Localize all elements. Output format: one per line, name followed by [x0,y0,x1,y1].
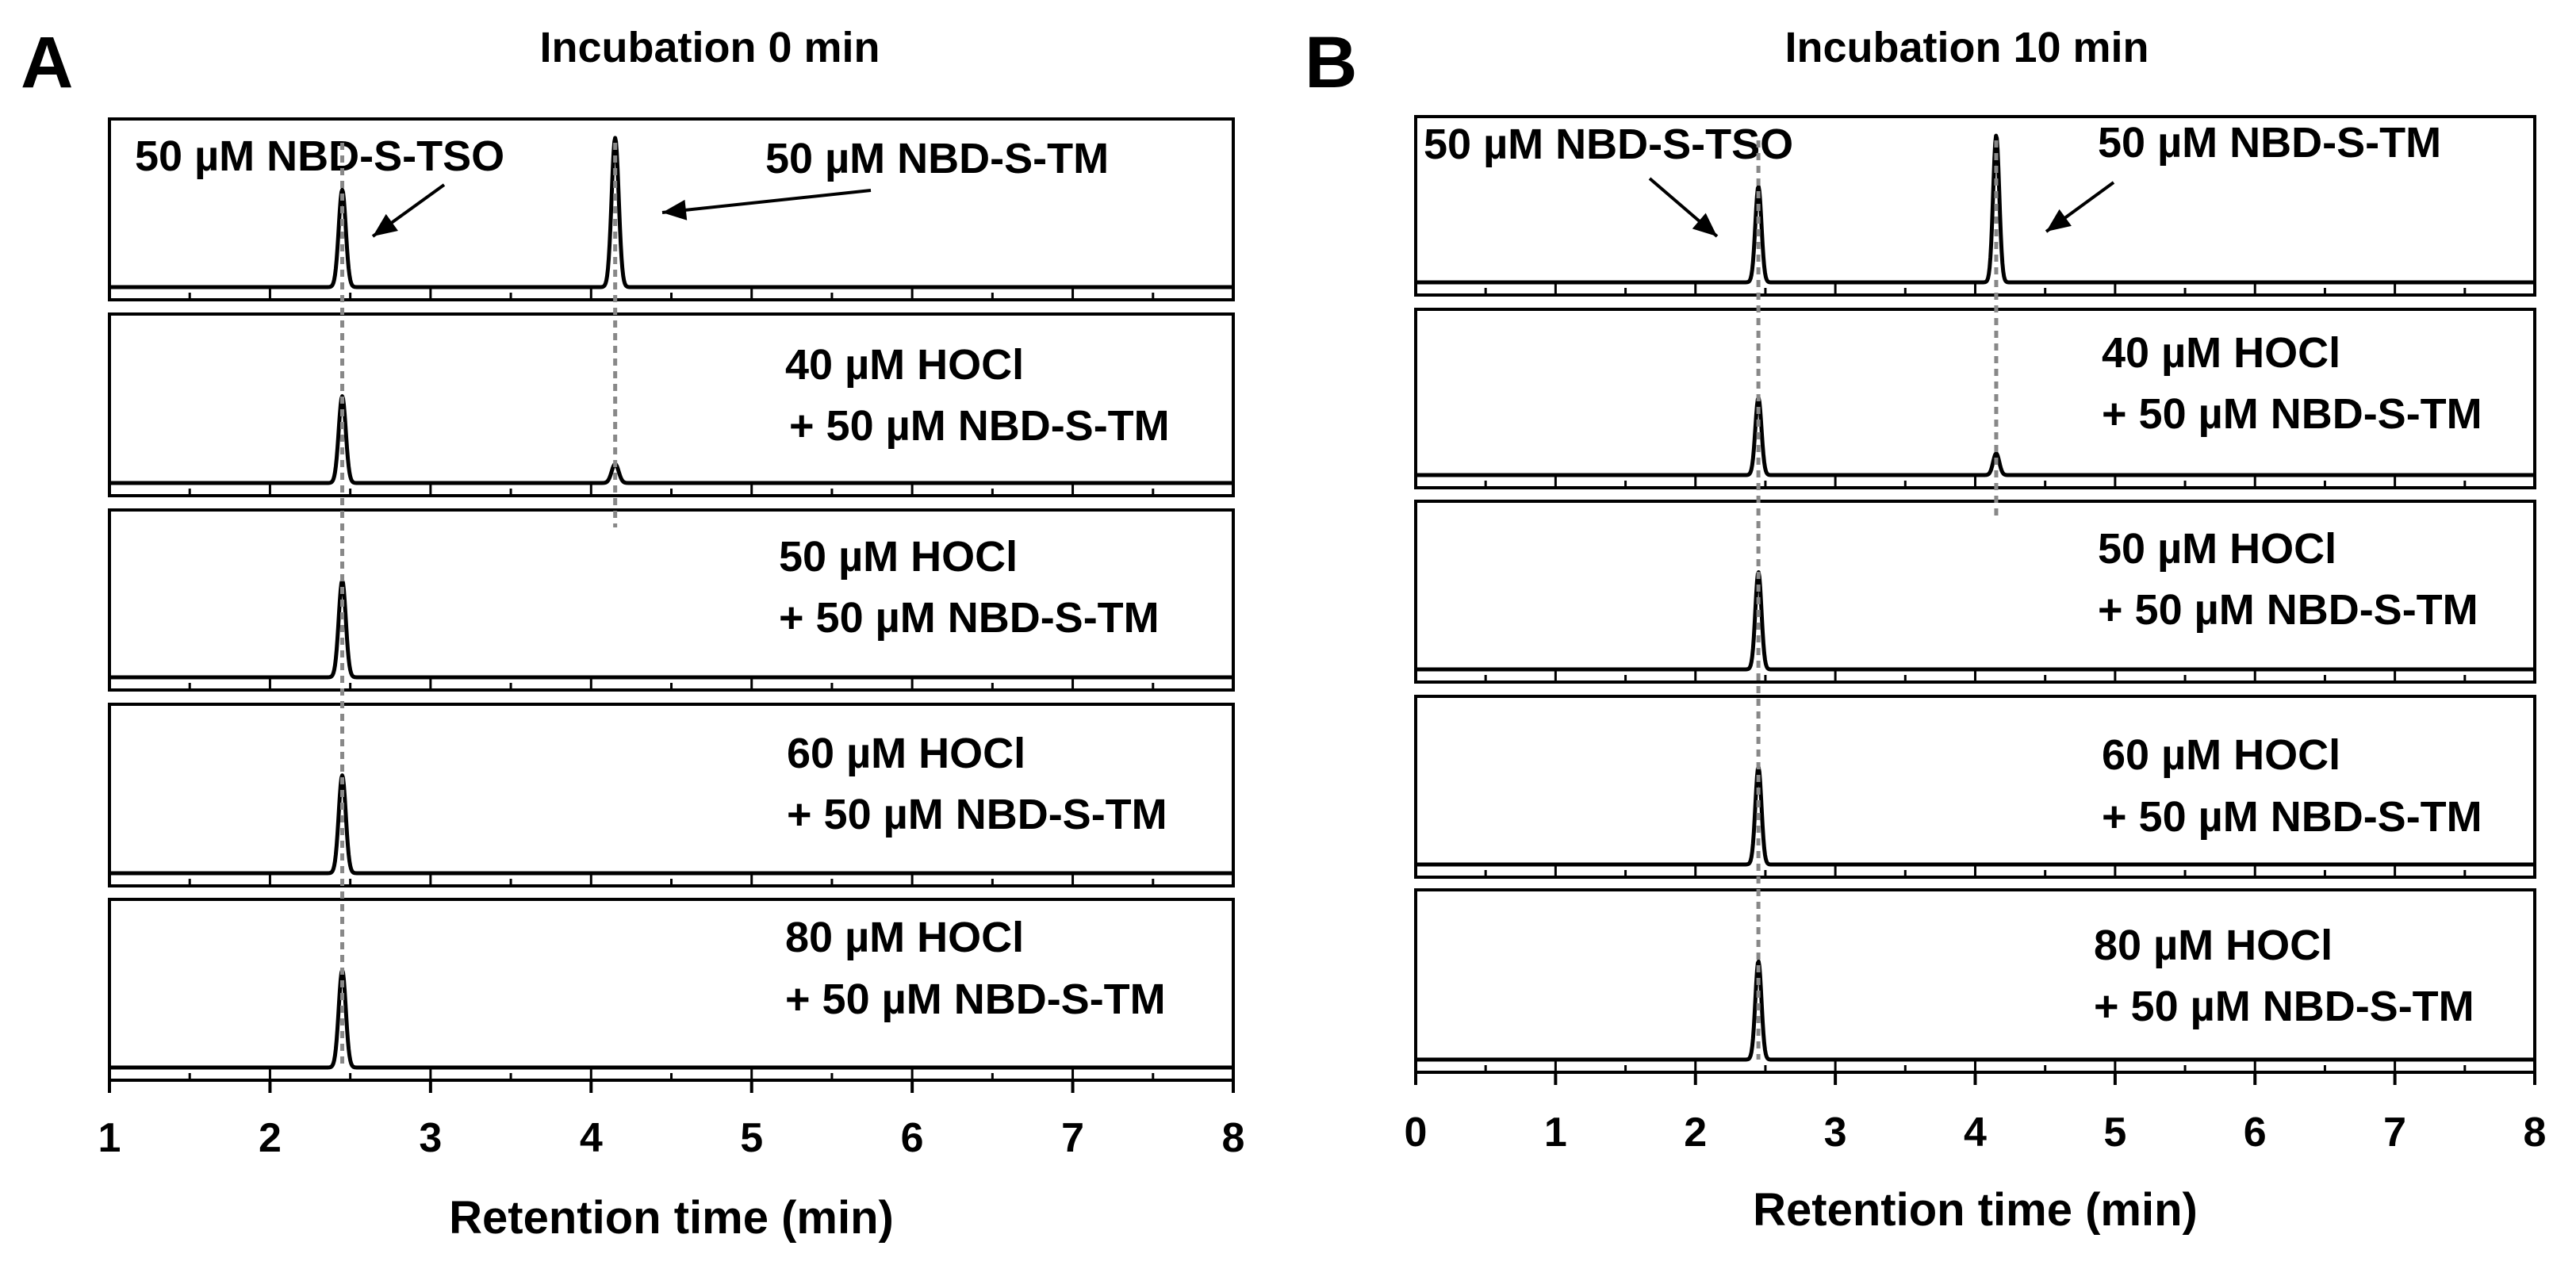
trace-label: 80 µM HOCl [2094,922,2333,969]
chromatogram-trace [108,968,1235,1070]
chromatogram-frame [1414,888,2536,1074]
trace-label: + 50 µM NBD-S-TM [2094,983,2474,1030]
annotation-arrow-head [662,199,688,220]
x-tick-label: 0 [1405,1110,1428,1156]
trace-label: + 50 µM NBD-S-TM [779,594,1160,642]
x-tick-label: 8 [2524,1110,2547,1156]
x-tick-label: 6 [901,1115,924,1161]
x-tick-label: 6 [2244,1110,2267,1156]
x-tick-label: 2 [1684,1110,1707,1156]
chromatogram-trace [108,578,1235,680]
trace-label: 50 µM HOCl [2098,525,2336,573]
trace-label: 40 µM HOCl [2102,329,2340,377]
x-tick-label: 1 [98,1115,121,1161]
peak-marker [1757,960,1760,963]
annotation-arrow-head [2046,209,2072,232]
peak-marker [1995,452,1998,455]
x-tick-label: 8 [1222,1115,1245,1161]
trace-label: + 50 µM NBD-S-TM [2098,586,2478,634]
x-axis-label: Retention time (min) [449,1192,894,1244]
x-tick-label: 5 [740,1115,763,1161]
chart-title: Incubation 0 min [539,24,880,71]
trace-label: 50 µM HOCl [779,533,1018,581]
peak-marker [1995,134,1998,137]
trace-label: 60 µM HOCl [787,730,1025,777]
x-tick-label: 3 [419,1115,442,1161]
chromatogram-trace [1414,959,2536,1062]
x-tick-label: 7 [2383,1110,2406,1156]
panel-b-letter: B [1305,22,1357,103]
x-tick-label: 5 [2103,1110,2126,1156]
trace-label: + 50 µM NBD-S-TM [787,791,1167,838]
peak-marker [1757,185,1760,188]
peak-marker [341,188,344,191]
trace-label: 80 µM HOCl [785,914,1024,961]
chromatogram-trace [1414,396,2536,477]
trace-label: 50 µM NBD-S-TM [2098,119,2441,167]
x-tick-label: 4 [1964,1110,1987,1156]
trace-label: + 50 µM NBD-S-TM [785,976,1166,1023]
panel-a-chromatograms: Incubation 0 min 50 µM NBD-S-TSO 50 µM NBD… [98,24,1245,1244]
annotation-arrow-head [373,213,398,236]
x-tick-label: 7 [1061,1115,1084,1161]
trace-label: + 50 µM NBD-S-TM [2102,390,2482,438]
chromatogram-trace [108,136,1235,289]
chart-title: Incubation 10 min [1784,24,2149,71]
chromatogram-frame [1414,695,2536,879]
x-tick-label: 1 [1544,1110,1567,1156]
chromatogram-trace [1414,570,2536,672]
trace-label: + 50 µM NBD-S-TM [2102,793,2482,841]
trace-label: 40 µM HOCl [785,341,1024,389]
panel-b-chromatograms: Incubation 10 min 50 µM NBD-S-TSO 50 µM NB… [1405,24,2547,1236]
chromatogram-trace [1414,133,2536,285]
x-axis-label: Retention time (min) [1753,1184,2198,1236]
x-tick-label: 3 [1824,1110,1847,1156]
chromatogram-trace [108,773,1235,876]
chromatogram-trace [108,394,1235,485]
trace-label: 50 µM NBD-S-TSO [135,132,504,180]
x-tick-label: 4 [580,1115,603,1161]
peak-marker [614,136,617,140]
annotation-arrow-line [661,189,872,214]
trace-label: 50 µM NBD-S-TM [765,135,1109,182]
panel-a-letter: A [21,22,73,103]
x-tick-label: 2 [259,1115,282,1161]
trace-label: + 50 µM NBD-S-TM [789,402,1170,450]
annotation-arrow-head [1692,213,1717,236]
trace-label: 60 µM HOCl [2102,731,2340,779]
chromatogram-trace [1414,765,2536,867]
peak-marker [341,774,344,777]
trace-label: 50 µM NBD-S-TSO [1424,121,1793,168]
